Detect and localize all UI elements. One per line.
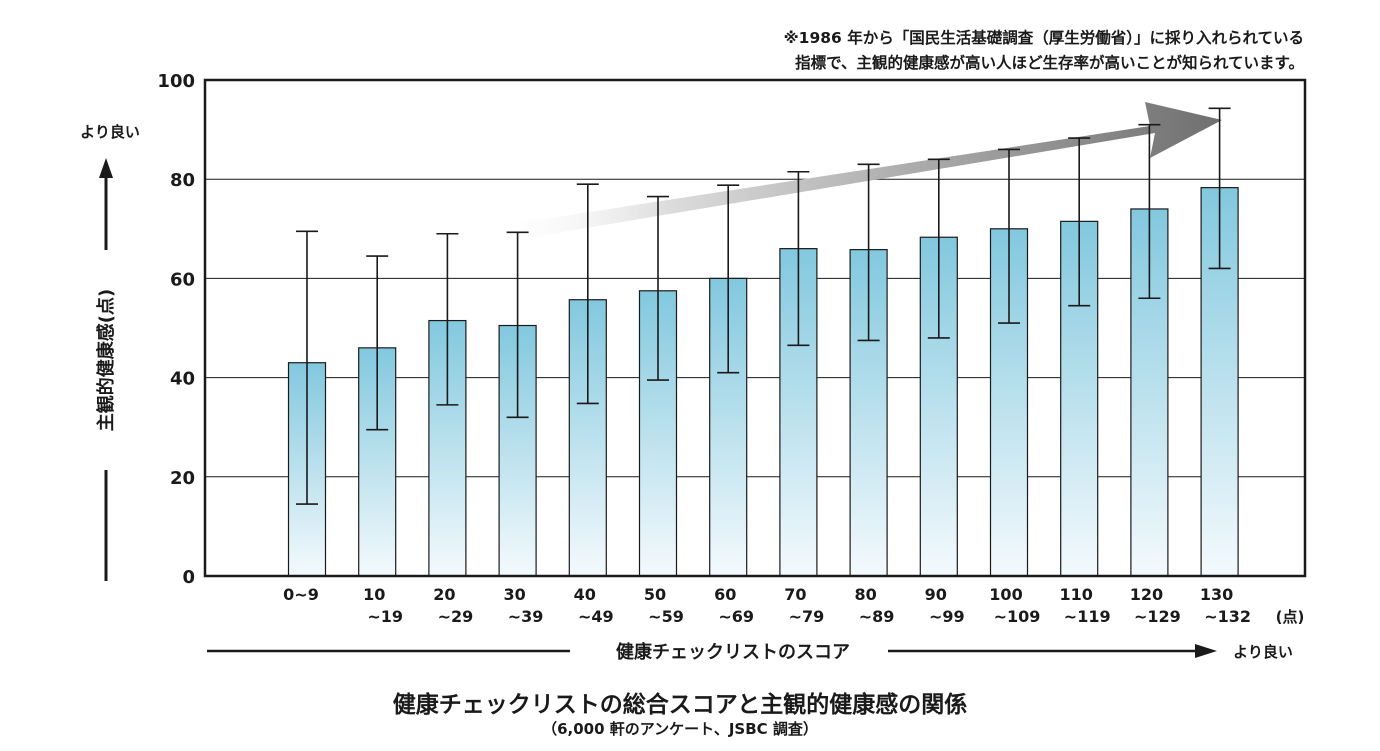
y-better-label: より良い xyxy=(80,123,140,141)
x-tick-label: ~109 xyxy=(994,607,1041,626)
annotation-note-line-2: 指標で、主観的健康感が高い人ほど生存率が高いことが知られています。 xyxy=(795,54,1304,72)
x-tick-label: 130 xyxy=(1200,585,1233,604)
x-tick-label: ~129 xyxy=(1134,607,1181,626)
x-tick-label: 110 xyxy=(1059,585,1092,604)
x-tick-label: 50 xyxy=(644,585,666,604)
x-better-label: より良い xyxy=(1233,643,1293,661)
trend-arrow-icon xyxy=(485,102,1222,244)
y-tick-label: 40 xyxy=(170,369,195,390)
x-unit-label: (点) xyxy=(1276,608,1305,626)
x-tick-label: ~99 xyxy=(929,607,965,626)
x-tick-label: 90 xyxy=(925,585,947,604)
x-tick-label: ~89 xyxy=(859,607,895,626)
x-tick-label: ~79 xyxy=(789,607,825,626)
x-tick-label: 100 xyxy=(989,585,1022,604)
y-tick-label: 60 xyxy=(170,269,195,290)
x-tick-label: 40 xyxy=(574,585,596,604)
y-tick-label: 20 xyxy=(170,468,195,489)
y-tick-label: 100 xyxy=(157,71,195,92)
x-tick-label: 20 xyxy=(433,585,455,604)
x-tick-label: ~69 xyxy=(718,607,754,626)
x-tick-label: ~119 xyxy=(1064,607,1111,626)
y-tick-label: 0 xyxy=(182,567,195,588)
x-tick-label: 10 xyxy=(363,585,385,604)
x-tick-label: ~59 xyxy=(648,607,684,626)
x-axis-arrow-icon xyxy=(1195,644,1217,658)
x-tick-label: 30 xyxy=(503,585,525,604)
trend-arrow xyxy=(485,102,1222,244)
x-axis-label: 健康チェックリストのスコア xyxy=(616,641,850,663)
y-axis-arrow-icon xyxy=(99,158,113,178)
x-tick-label: ~132 xyxy=(1204,607,1251,626)
x-tick-label: 80 xyxy=(854,585,876,604)
x-tick-labels: 0~9 10 ~19 20 ~29 30 ~39 40 ~49 50 ~59 60 ~69 70 ~79 80… xyxy=(283,585,1251,626)
error-bars xyxy=(296,107,1231,505)
x-tick-label: 0~9 xyxy=(283,585,319,604)
x-tick-label: 70 xyxy=(784,585,806,604)
bars xyxy=(287,187,1239,577)
x-tick-label: ~19 xyxy=(367,607,403,626)
annotation-note-line-1: ※1986 年から「国民生活基礎調査（厚生労働省）」に採り入れられている xyxy=(783,29,1304,47)
x-tick-label: ~49 xyxy=(578,607,614,626)
plot-frame xyxy=(203,78,1307,578)
chart-subtitle: （6,000 軒のアンケート、JSBC 調査） xyxy=(542,720,818,738)
x-tick-label: 120 xyxy=(1130,585,1163,604)
y-tick-labels: 0 20 40 60 80 100 xyxy=(157,71,195,588)
y-axis-label: 主観的健康感(点) xyxy=(95,289,117,431)
chart-title: 健康チェックリストの総合スコアと主観的健康感の関係 xyxy=(392,692,968,718)
x-tick-label: ~39 xyxy=(508,607,544,626)
y-tick-label: 80 xyxy=(170,170,195,191)
x-tick-label: ~29 xyxy=(438,607,474,626)
x-tick-label: 60 xyxy=(714,585,736,604)
